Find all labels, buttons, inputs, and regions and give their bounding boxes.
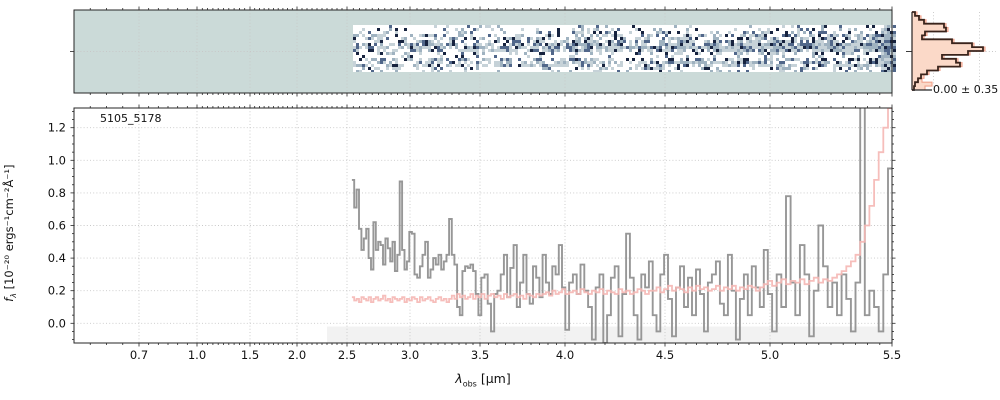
obs-subscript: obs <box>462 379 477 389</box>
flux-symbol: f <box>1 297 16 302</box>
svg-text:1.2: 1.2 <box>48 121 66 135</box>
lambda-subscript: λ <box>9 293 19 298</box>
histogram-outline <box>912 11 984 91</box>
x-axis-label: λobs [μm] <box>383 371 583 389</box>
flux-spectrum-line <box>351 108 892 343</box>
svg-text:0.6: 0.6 <box>48 219 66 233</box>
svg-text:2.0: 2.0 <box>288 348 306 362</box>
svg-text:4.0: 4.0 <box>556 348 574 362</box>
main-spectrum-panel: 0.7 1.0 1.5 2.0 2.5 3.0 3.5 4.0 4.5 5.0 5.5 0.0 0.2 0… <box>48 104 901 362</box>
svg-text:1.5: 1.5 <box>241 348 259 362</box>
svg-text:2.5: 2.5 <box>338 348 356 362</box>
svg-text:0.7: 0.7 <box>130 348 148 362</box>
svg-text:4.5: 4.5 <box>656 348 674 362</box>
svg-text:1.0: 1.0 <box>188 348 206 362</box>
svg-text:5.0: 5.0 <box>761 348 779 362</box>
source-id-label: 5105_5178 <box>100 112 162 125</box>
svg-text:5.5: 5.5 <box>883 348 901 362</box>
svg-text:0.4: 0.4 <box>48 251 66 265</box>
y-axis-label: fλ [10⁻²⁰ ergs⁻¹cm⁻²Å⁻¹] <box>2 164 18 301</box>
histogram-stats-label: 0.00 ± 0.35 <box>933 83 999 96</box>
svg-text:0.2: 0.2 <box>48 284 66 298</box>
svg-text:1.0: 1.0 <box>48 153 66 167</box>
svg-text:3.5: 3.5 <box>471 348 489 362</box>
svg-text:3.0: 3.0 <box>401 348 419 362</box>
svg-text:0.8: 0.8 <box>48 186 66 200</box>
histogram-panel <box>906 11 996 91</box>
x-units: [μm] <box>476 371 511 386</box>
uncertainty-line <box>351 108 892 303</box>
y-units: [10⁻²⁰ ergs⁻¹cm⁻²Å⁻¹] <box>1 164 16 294</box>
lambda-symbol: λ <box>455 371 463 386</box>
svg-text:0.0: 0.0 <box>48 316 66 330</box>
spectrum-2d-panel <box>70 6 897 97</box>
